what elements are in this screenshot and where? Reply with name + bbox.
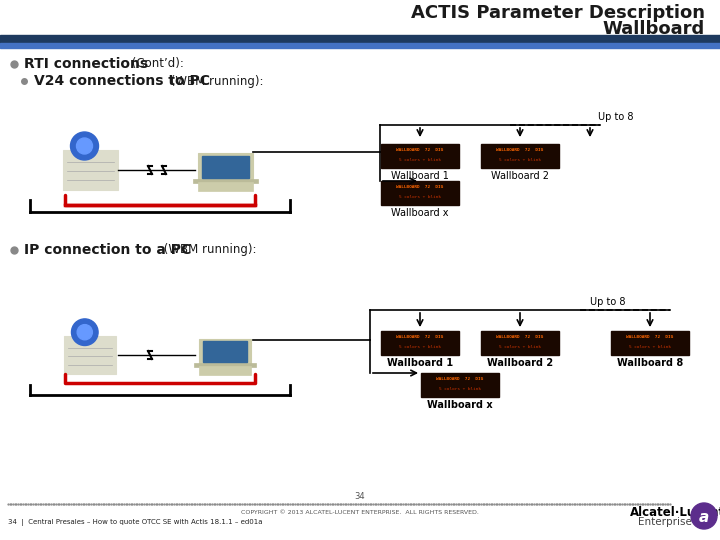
Circle shape <box>71 319 98 346</box>
Bar <box>381 181 459 205</box>
Bar <box>381 144 459 168</box>
Text: Up to 8: Up to 8 <box>590 297 626 307</box>
Text: (WBM running):: (WBM running): <box>160 244 256 256</box>
Bar <box>611 331 689 355</box>
Text: (WBM running):: (WBM running): <box>167 75 264 87</box>
Bar <box>192 179 258 183</box>
Text: 34  |  Central Presales – How to quote OTCC SE with Actis 18.1.1 – ed01a: 34 | Central Presales – How to quote OTC… <box>8 518 263 525</box>
Bar <box>199 366 251 375</box>
Bar <box>203 341 247 362</box>
Text: Wallboard x: Wallboard x <box>391 208 449 218</box>
Bar <box>199 339 251 364</box>
Text: 5 colors + blink: 5 colors + blink <box>499 345 541 349</box>
Text: 5 colors + blink: 5 colors + blink <box>629 345 671 349</box>
Text: WALLBOARD  72  DIG: WALLBOARD 72 DIG <box>496 148 544 152</box>
Text: WALLBOARD  72  DIG: WALLBOARD 72 DIG <box>397 335 444 340</box>
Text: 5 colors + blink: 5 colors + blink <box>499 158 541 162</box>
Text: Wallboard 2: Wallboard 2 <box>491 171 549 181</box>
Text: Alcatel·Lucent: Alcatel·Lucent <box>630 505 720 518</box>
Bar <box>481 331 559 355</box>
Text: WALLBOARD  72  DIG: WALLBOARD 72 DIG <box>397 185 444 190</box>
Circle shape <box>77 325 92 340</box>
Bar <box>197 181 253 191</box>
Circle shape <box>76 138 92 154</box>
Text: ACTIS Parameter Description: ACTIS Parameter Description <box>411 4 705 22</box>
Bar <box>197 153 253 180</box>
Text: (Cont’d):: (Cont’d): <box>128 57 184 71</box>
Text: IP connection to a PC: IP connection to a PC <box>24 243 192 257</box>
Bar <box>421 373 499 397</box>
Text: V24 connections to PC: V24 connections to PC <box>34 74 210 88</box>
Bar <box>381 331 459 355</box>
Text: 34: 34 <box>355 492 365 501</box>
Text: WALLBOARD  72  DIG: WALLBOARD 72 DIG <box>626 335 674 340</box>
Text: Wallboard x: Wallboard x <box>427 400 492 410</box>
Bar <box>63 150 117 190</box>
Text: 5 colors + blink: 5 colors + blink <box>399 195 441 199</box>
Circle shape <box>691 503 717 529</box>
Text: WALLBOARD  72  DIG: WALLBOARD 72 DIG <box>496 335 544 340</box>
Bar <box>194 363 256 367</box>
Text: WALLBOARD  72  DIG: WALLBOARD 72 DIG <box>436 377 484 381</box>
Text: 5 colors + blink: 5 colors + blink <box>399 158 441 162</box>
Text: a: a <box>699 510 709 524</box>
Text: Wallboard 8: Wallboard 8 <box>617 358 683 368</box>
Bar <box>481 144 559 168</box>
Text: COPYRIGHT © 2013 ALCATEL-LUCENT ENTERPRISE.  ALL RIGHTS RESERVED.: COPYRIGHT © 2013 ALCATEL-LUCENT ENTERPRI… <box>241 510 479 515</box>
Bar <box>64 336 116 374</box>
Text: WALLBOARD  72  DIG: WALLBOARD 72 DIG <box>397 148 444 152</box>
Text: Enterprise: Enterprise <box>638 517 692 527</box>
Text: Wallboard 1: Wallboard 1 <box>387 358 453 368</box>
Text: RTI connections: RTI connections <box>24 57 148 71</box>
Text: 5 colors + blink: 5 colors + blink <box>399 345 441 349</box>
Text: Wallboard: Wallboard <box>603 20 705 38</box>
Bar <box>0 43 720 48</box>
Bar <box>202 156 248 178</box>
Bar <box>0 35 720 43</box>
Text: 5 colors + blink: 5 colors + blink <box>439 387 481 391</box>
Text: Up to 8: Up to 8 <box>598 112 634 122</box>
Text: Wallboard 2: Wallboard 2 <box>487 358 553 368</box>
Circle shape <box>71 132 99 160</box>
Text: Wallboard 1: Wallboard 1 <box>391 171 449 181</box>
